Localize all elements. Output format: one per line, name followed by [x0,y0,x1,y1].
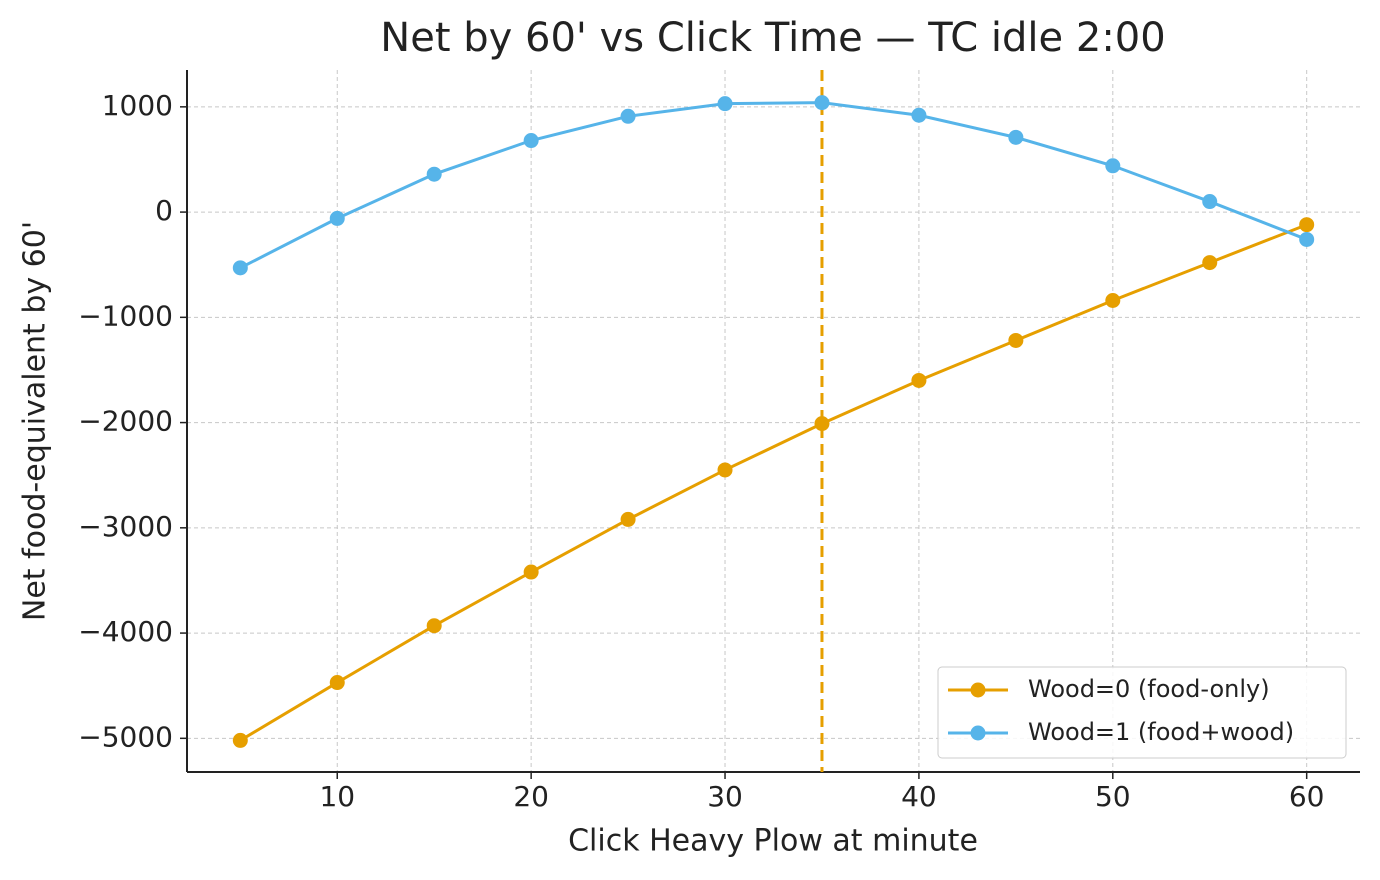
y-tick-label: −2000 [78,405,173,438]
data-point [814,95,830,111]
data-point [1202,194,1218,210]
data-point [1299,231,1315,247]
data-point [329,675,345,691]
y-tick-label: −5000 [78,720,173,753]
x-tick-label: 50 [1095,780,1131,813]
data-point [523,564,539,580]
legend-label: Wood=1 (food+wood) [1028,718,1294,746]
legend-box [937,666,1347,759]
chart-title: Net by 60' vs Click Time — TC idle 2:00 [380,15,1165,61]
y-tick-label: 1000 [102,89,173,122]
data-point [232,260,248,276]
data-point [1299,217,1315,233]
data-point [1105,292,1121,308]
data-point [1008,129,1024,145]
legend-marker [970,682,986,698]
data-point [1008,332,1024,348]
x-tick-label: 40 [901,780,937,813]
data-point [911,107,927,123]
data-point [717,462,733,478]
data-point [911,372,927,388]
data-point [814,416,830,432]
series-line [239,101,1308,270]
data-point [523,133,539,149]
legend-marker [970,725,986,741]
x-axis-label: Click Heavy Plow at minute [568,824,978,859]
data-point [717,96,733,112]
data-point [620,108,636,124]
data-point [426,166,442,182]
y-tick-label: −3000 [78,510,173,543]
y-tick-label: 0 [155,194,173,227]
x-tick-label: 10 [319,780,355,813]
x-tick-label: 60 [1289,780,1325,813]
data-point [232,732,248,748]
data-point [1202,255,1218,271]
data-point [329,210,345,226]
legend-label: Wood=0 (food-only) [1028,675,1270,703]
y-axis-label: Net food-equivalent by 60' [18,221,53,621]
data-point [620,511,636,527]
series-line [239,223,1308,742]
y-tick-label: −4000 [78,615,173,648]
data-point [426,618,442,634]
data-point [1105,158,1121,174]
x-tick-label: 30 [707,780,743,813]
x-tick-label: 20 [513,780,549,813]
y-tick-label: −1000 [78,299,173,332]
